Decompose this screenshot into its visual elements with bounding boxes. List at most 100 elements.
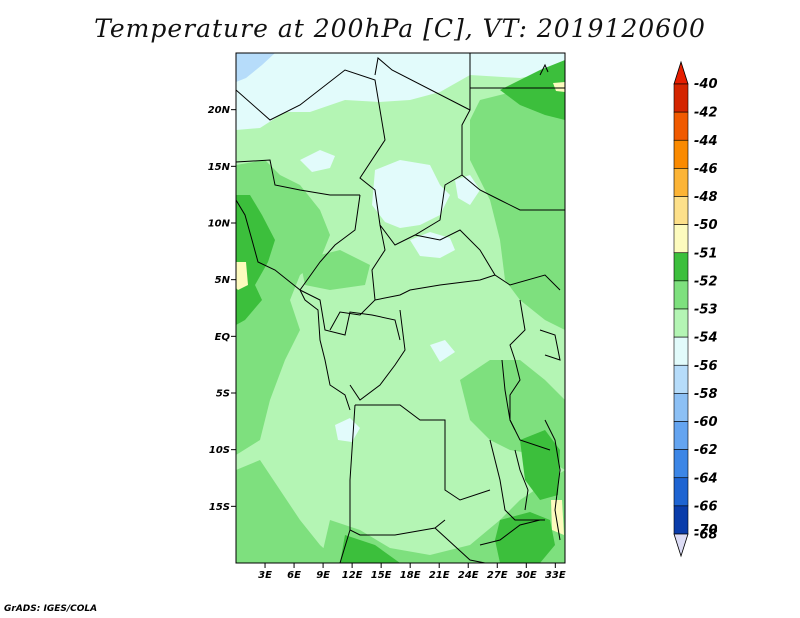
border-line (414, 229, 561, 291)
colorbar-swatch (673, 393, 689, 422)
colorbar-label: -56 (694, 359, 718, 374)
colorbar-swatch (673, 505, 689, 535)
lon-tick-label: 33E (545, 570, 566, 581)
lon-tick-label: 18E (400, 570, 421, 581)
field-warm-ne-dark (500, 60, 565, 120)
colorbar-label: -46 (694, 162, 718, 177)
colorbar-label: -51 (694, 246, 718, 261)
border-line (434, 527, 486, 563)
colorbar-swatch (673, 139, 689, 169)
border-line (374, 57, 471, 111)
lon-tick-label: 6E (287, 570, 301, 581)
colorbar-swatch (673, 364, 689, 394)
lat-tick-label: 10N (208, 219, 231, 230)
border-line (539, 329, 561, 361)
lon-tick-label: 30E (516, 570, 537, 581)
lon-tick-label: 3E (258, 570, 272, 581)
field-cold-north (236, 53, 565, 130)
colorbar-top-arrow (673, 60, 689, 85)
border-line (299, 194, 361, 291)
colorbar: -40 -42 -44 -46 -48 -50 -51 -52 -53 -54 -56 -58 -60 -… (673, 60, 718, 558)
lake (539, 63, 549, 76)
field-cold-blob-3 (300, 150, 335, 172)
field-warmest-se (551, 500, 564, 535)
field-warmest-ne (553, 82, 565, 92)
border-line (461, 174, 565, 211)
field-warm-south-dark (340, 535, 400, 563)
field-warm-east (470, 85, 565, 330)
lon-tick-label: 21E (429, 570, 450, 581)
colorbar-swatch (673, 252, 689, 282)
colorbar-label: -53 (694, 303, 718, 318)
lat-tick-label: 15N (208, 162, 231, 173)
field-warm-sw (236, 460, 340, 563)
lon-tick-label: 24E (458, 570, 479, 581)
border-line (479, 519, 541, 546)
colorbar-label: -48 (694, 190, 718, 205)
colorbar-swatch (673, 280, 689, 310)
colorbar-label: -64 (694, 471, 718, 486)
colorbar-swatch (673, 196, 689, 225)
longitude-axis: 3E 6E 9E 12E 15E 18E 21E 24E 27E 30E 33E (258, 563, 566, 581)
field-colder-nw (236, 53, 275, 82)
colorbar-swatch (673, 111, 689, 141)
colorbar-swatch (673, 308, 689, 338)
field-warm-center-patch (300, 250, 370, 290)
coastline (236, 199, 351, 411)
border-line (349, 309, 406, 401)
map-title: Temperature at 200hPa [C], VT: 201912060… (94, 14, 706, 43)
colorbar-label: -50 (694, 218, 718, 233)
colorbar-swatch (673, 477, 689, 507)
lat-tick-label: 15S (209, 502, 230, 513)
field-warm-west-coast (236, 195, 275, 325)
border-line (299, 289, 401, 341)
lat-tick-label: 5S (216, 389, 230, 400)
colorbar-label: -58 (694, 387, 718, 402)
colorbar-swatch (673, 168, 689, 197)
latitude-axis: 20N 15N 10N 5N EQ 5S 10S 15S (208, 105, 236, 513)
border-line (236, 159, 360, 196)
colorbar-label: -66 (694, 499, 718, 514)
lon-tick-label: 15E (371, 570, 392, 581)
colorbar-label: -70 (694, 523, 718, 538)
colorbar-label: -52 (694, 274, 718, 289)
colorbar-swatch (673, 336, 689, 366)
map-frame (235, 52, 566, 564)
colorbar-bottom-arrow (673, 533, 689, 558)
border-line (509, 299, 551, 451)
border-line (374, 274, 496, 301)
grads-credit: GrADS: IGES/COLA (4, 604, 98, 614)
colorbar-swatch (673, 224, 689, 254)
colorbar-label: -44 (694, 134, 718, 149)
field-cold-blob-1 (372, 160, 450, 228)
lat-tick-label: 5N (215, 275, 231, 286)
lat-tick-label: 20N (208, 105, 231, 116)
colorbar-swatch (673, 449, 689, 479)
colorbar-label: -60 (694, 415, 718, 430)
lon-tick-label: 27E (487, 570, 508, 581)
lake (514, 449, 529, 511)
border-line (489, 439, 545, 521)
field-cold-blob-5 (455, 175, 480, 205)
border-line (355, 404, 491, 501)
lake (501, 359, 516, 431)
colorbar-swatch (673, 83, 689, 113)
colorbar-label: -62 (694, 443, 718, 458)
field-warm-se-patch (520, 430, 560, 500)
border-line (339, 529, 351, 563)
colorbar-label: -54 (694, 331, 718, 346)
field-warm-se-dark (495, 512, 555, 563)
lat-tick-label: 10S (209, 445, 230, 456)
border-line (349, 404, 446, 536)
temperature-field (236, 53, 565, 563)
field-warmest-west (236, 262, 248, 290)
colorbar-swatch (673, 421, 689, 450)
colorbar-label: -42 (694, 106, 718, 121)
colorbar-label: -68 (694, 528, 718, 543)
lon-tick-label: 12E (342, 570, 363, 581)
colorbar-label: -40 (694, 77, 718, 92)
lat-tick-label: EQ (215, 332, 231, 343)
lon-tick-label: 9E (316, 570, 330, 581)
country-borders (236, 53, 565, 563)
